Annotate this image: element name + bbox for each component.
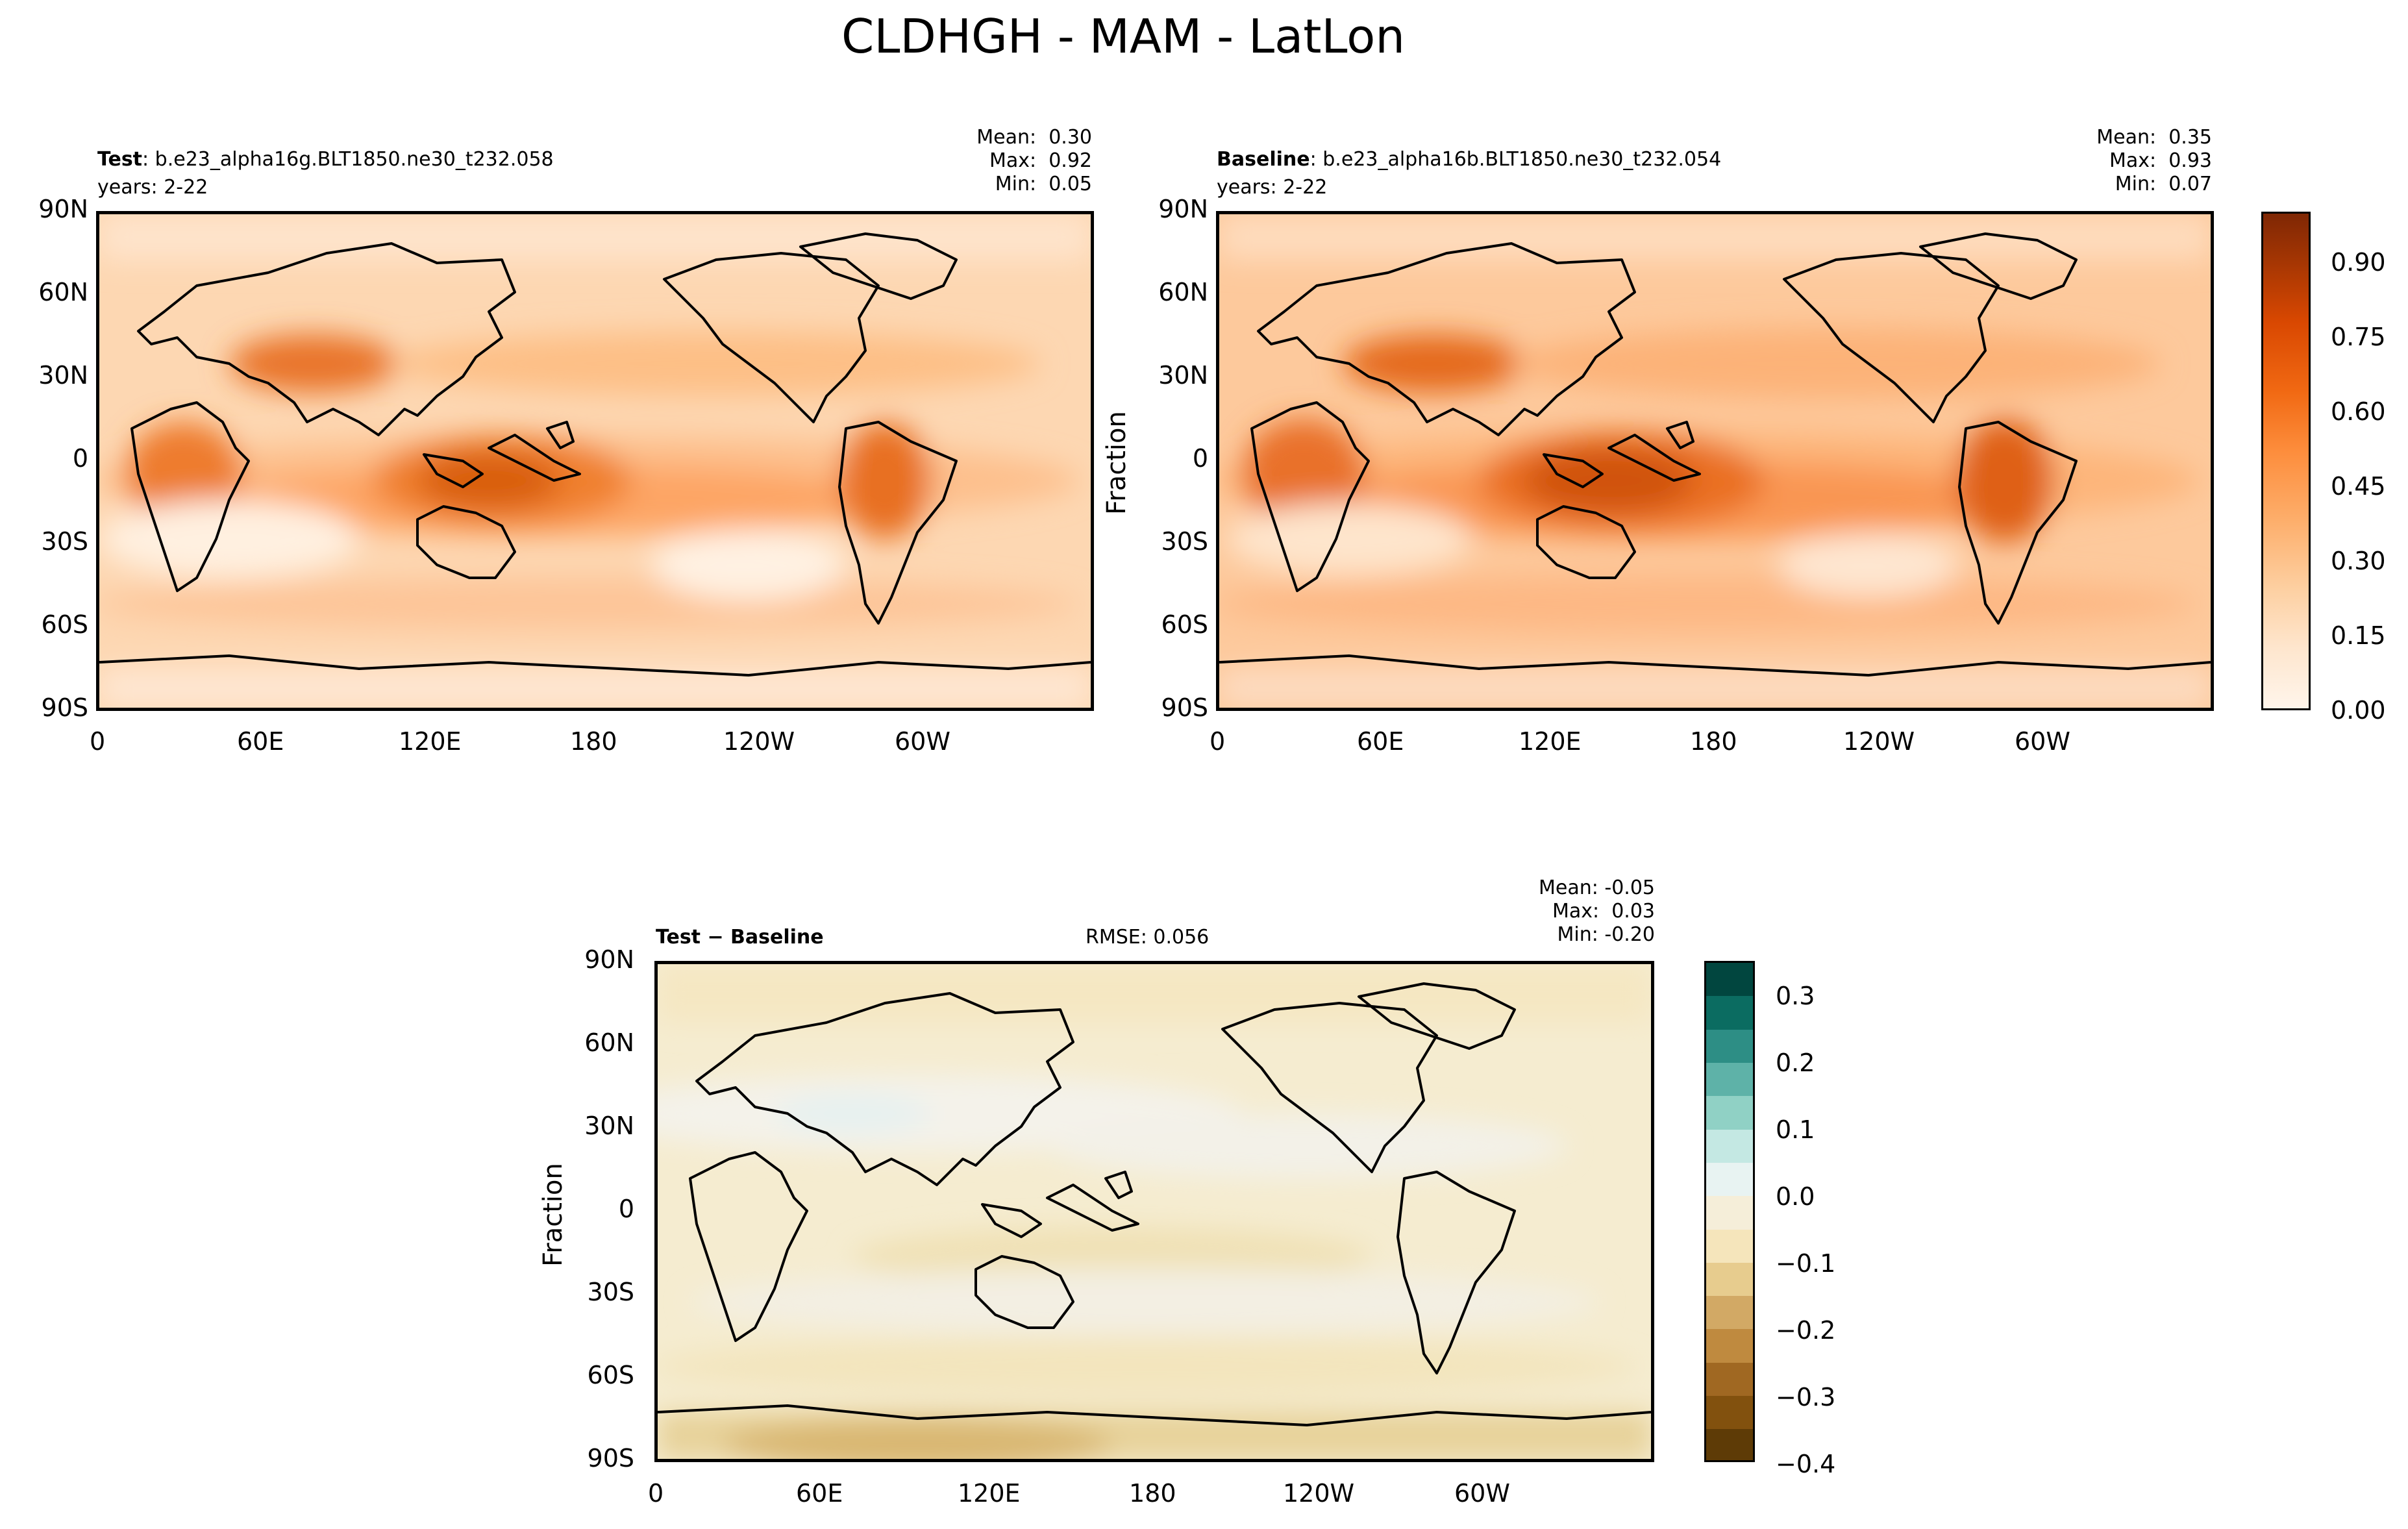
test-lat-tick-30n: 30N: [38, 361, 88, 390]
test-lon-tick-60w: 60W: [895, 727, 950, 756]
main-cbar-tick-000: 0.00: [2331, 696, 2386, 725]
coastlines: [658, 982, 1651, 1426]
diff-cbar-tick-00: 0.0: [1776, 1182, 1815, 1211]
test-label-bold: Test: [97, 148, 143, 171]
baseline-map-plot: [1219, 214, 2211, 708]
diff-lon-tick-60w: 60W: [1454, 1479, 1510, 1508]
baseline-stats: Mean: 0.35 Max: 0.93 Min: 0.07: [2096, 126, 2212, 195]
test-lon-tick-120w: 120W: [723, 727, 795, 756]
diff-cbar-tick-03: 0.3: [1776, 982, 1815, 1010]
diff-field: [658, 964, 1651, 1459]
test-lat-tick-90s: 90S: [41, 693, 88, 722]
baseline-lat-tick-90n: 90N: [1158, 195, 1208, 223]
diff-lat-tick-60n: 60N: [584, 1028, 634, 1057]
diff-cbar-tick-m03: −0.3: [1776, 1383, 1836, 1411]
diff-colorbar: [1704, 961, 1755, 1462]
main-colorbar: [2261, 212, 2311, 710]
diff-map-plot: [658, 964, 1651, 1459]
test-lat-tick-90n: 90N: [38, 195, 88, 223]
diff-lat-tick-90n: 90N: [584, 945, 634, 974]
baseline-lat-tick-30s: 30S: [1161, 527, 1208, 556]
diff-lat-tick-90s: 90S: [587, 1444, 634, 1473]
baseline-years: years: 2-22: [1217, 176, 1328, 199]
test-label: Test: b.e23_alpha16g.BLT1850.ne30_t232.0…: [97, 148, 554, 171]
test-lon-tick-120e: 120E: [399, 727, 462, 756]
diff-cbar-tick-02: 0.2: [1776, 1049, 1815, 1077]
test-stats: Mean: 0.30 Max: 0.92 Min: 0.05: [976, 126, 1092, 195]
diff-map-panel: [654, 961, 1654, 1462]
baseline-lat-tick-30n: 30N: [1158, 361, 1208, 390]
test-map-panel: [96, 211, 1094, 711]
baseline-lon-tick-180: 180: [1690, 727, 1737, 756]
main-cbar-tick-015: 0.15: [2331, 621, 2386, 650]
baseline-lon-tick-120w: 120W: [1843, 727, 1915, 756]
diff-lat-tick-30n: 30N: [584, 1112, 634, 1140]
baseline-lat-tick-60n: 60N: [1158, 278, 1208, 306]
test-lon-tick-0: 0: [90, 727, 106, 756]
baseline-lon-tick-60e: 60E: [1357, 727, 1404, 756]
test-map-plot: [99, 214, 1091, 708]
figure-title: CLDHGH - MAM - LatLon: [841, 9, 1405, 64]
diff-ylabel: Fraction: [538, 1163, 568, 1267]
diff-stats: Mean: -0.05 Max: 0.03 Min: -0.20: [1538, 876, 1655, 946]
diff-label: Test − Baseline: [656, 926, 824, 949]
baseline-lon-tick-120e: 120E: [1519, 727, 1582, 756]
diff-lat-tick-0: 0: [618, 1195, 634, 1223]
diff-lon-tick-120w: 120W: [1283, 1479, 1355, 1508]
baseline-lon-tick-0: 0: [1210, 727, 1226, 756]
diff-cbar-tick-01: 0.1: [1776, 1115, 1815, 1144]
baseline-ylabel: Fraction: [1102, 411, 1132, 515]
diff-cbar-tick-m04: −0.4: [1776, 1450, 1836, 1478]
main-cbar-tick-075: 0.75: [2331, 323, 2386, 351]
test-lat-tick-30s: 30S: [41, 527, 88, 556]
baseline-lat-tick-60s: 60S: [1161, 610, 1208, 639]
diff-rmse: RMSE: 0.056: [1086, 926, 1210, 949]
coastlines: [1219, 232, 2211, 677]
main-cbar-tick-090: 0.90: [2331, 248, 2386, 277]
test-lat-tick-60n: 60N: [38, 278, 88, 306]
test-years: years: 2-22: [97, 176, 208, 199]
coastlines: [99, 232, 1091, 677]
baseline-label: Baseline: b.e23_alpha16b.BLT1850.ne30_t2…: [1217, 148, 1721, 171]
baseline-lat-tick-0: 0: [1192, 444, 1208, 473]
baseline-label-bold: Baseline: [1217, 148, 1310, 171]
baseline-lon-tick-60w: 60W: [2015, 727, 2070, 756]
diff-cbar-tick-m01: −0.1: [1776, 1249, 1836, 1278]
test-lat-tick-0: 0: [72, 444, 88, 473]
diff-lon-tick-60e: 60E: [796, 1479, 843, 1508]
diff-cbar-tick-m02: −0.2: [1776, 1316, 1836, 1345]
main-cbar-tick-060: 0.60: [2331, 397, 2386, 426]
test-lon-tick-60e: 60E: [237, 727, 284, 756]
main-cbar-tick-045: 0.45: [2331, 472, 2386, 501]
baseline-label-case: : b.e23_alpha16b.BLT1850.ne30_t232.054: [1310, 148, 1722, 171]
baseline-lat-tick-90s: 90S: [1161, 693, 1208, 722]
main-cbar-tick-030: 0.30: [2331, 547, 2386, 575]
diff-lat-tick-30s: 30S: [587, 1278, 634, 1306]
diff-lon-tick-120e: 120E: [958, 1479, 1021, 1508]
cloud-field: [99, 214, 1091, 708]
diff-lat-tick-60s: 60S: [587, 1361, 634, 1389]
baseline-map-panel: [1216, 211, 2214, 711]
diff-lon-tick-0: 0: [648, 1479, 664, 1508]
test-lat-tick-60s: 60S: [41, 610, 88, 639]
cloud-field: [1219, 214, 2211, 708]
diff-lon-tick-180: 180: [1129, 1479, 1176, 1508]
test-label-case: : b.e23_alpha16g.BLT1850.ne30_t232.058: [142, 148, 554, 171]
test-lon-tick-180: 180: [570, 727, 617, 756]
